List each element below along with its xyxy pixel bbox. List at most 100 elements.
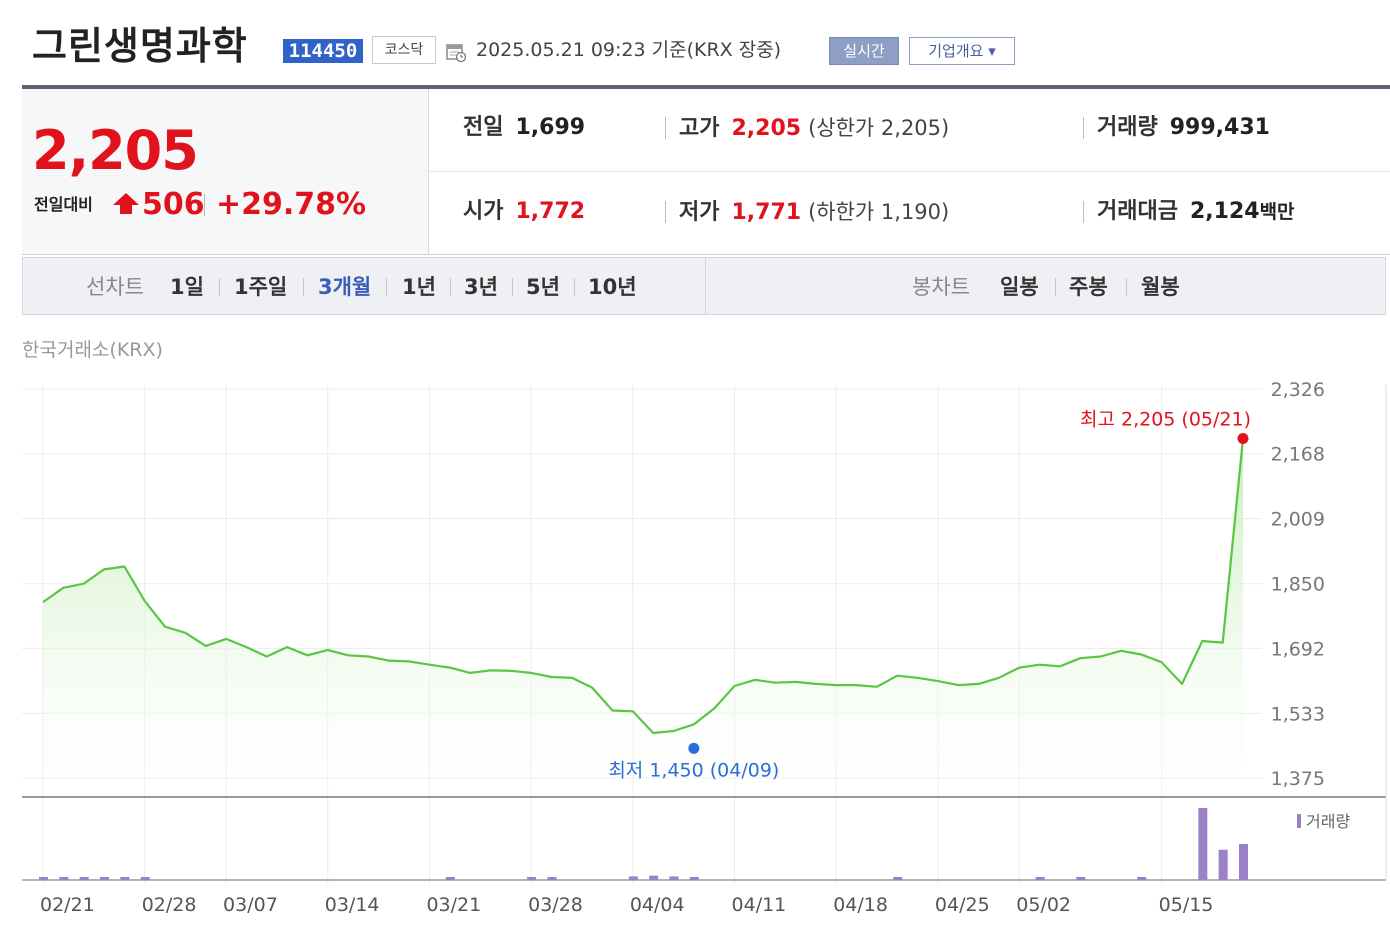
volume-bar xyxy=(79,877,89,880)
volume-legend-label: 거래량 xyxy=(1306,812,1350,831)
tab-1d[interactable]: 1일 xyxy=(170,275,204,299)
x-tick-label: 02/28 xyxy=(142,894,197,916)
divider xyxy=(429,171,1390,172)
volume-bar xyxy=(547,877,557,880)
market-badge: 코스닥 xyxy=(372,36,436,64)
divider xyxy=(1126,278,1127,296)
x-tick-label: 03/21 xyxy=(426,894,481,916)
volume-bar xyxy=(445,877,455,880)
stat-prev-close: 전일 1,699 xyxy=(463,115,586,140)
divider xyxy=(665,201,666,223)
x-tick-label: 04/04 xyxy=(630,894,685,916)
up-arrow-icon xyxy=(112,192,140,216)
divider xyxy=(574,278,575,296)
volume-bar xyxy=(59,877,69,880)
divider xyxy=(219,278,220,296)
divider xyxy=(303,278,304,296)
volume-bar xyxy=(1035,877,1045,880)
tab-1w[interactable]: 1주일 xyxy=(234,275,288,299)
change-label: 전일대비 xyxy=(34,195,93,214)
volume-bar xyxy=(39,877,48,880)
volume-bar xyxy=(649,875,659,880)
company-overview-dropdown[interactable]: 기업개요 ▾ xyxy=(909,37,1015,65)
volume-bar xyxy=(1076,877,1086,880)
period-tab-bar xyxy=(22,257,1386,315)
price-area-fill xyxy=(43,438,1243,796)
divider xyxy=(450,278,451,296)
volume-bar xyxy=(140,877,150,880)
stock-code-badge: 114450 xyxy=(283,39,363,63)
volume-bar xyxy=(527,877,537,880)
x-axis-labels: 02/21 02/28 03/07 03/14 03/21 03/28 04/04 04/11… xyxy=(40,894,1213,916)
low-annotation: 최저 1,450 (04/09) xyxy=(608,759,779,781)
volume-bar xyxy=(1137,877,1147,880)
x-tick-label: 03/07 xyxy=(223,894,278,916)
x-tick-label: 02/21 xyxy=(40,894,95,916)
high-marker xyxy=(1237,432,1249,444)
x-tick-label: 04/25 xyxy=(935,894,990,916)
volume-bar xyxy=(120,877,130,880)
tab-3y[interactable]: 3년 xyxy=(464,275,498,299)
x-tick-label: 04/11 xyxy=(732,894,787,916)
tab-monthly[interactable]: 월봉 xyxy=(1141,275,1180,299)
volume-bar xyxy=(1218,849,1228,880)
divider xyxy=(1055,278,1056,296)
y-tick-label: 2,326 xyxy=(1271,379,1325,401)
volume-bar xyxy=(1198,808,1208,880)
line-chart-label: 선차트 xyxy=(86,275,144,299)
x-tick-label: 03/14 xyxy=(325,894,380,916)
y-tick-label: 2,168 xyxy=(1271,444,1325,466)
divider xyxy=(1083,201,1084,223)
x-tick-label: 03/28 xyxy=(528,894,583,916)
volume-bar xyxy=(628,876,638,880)
volume-bar xyxy=(669,876,679,880)
divider xyxy=(705,257,706,315)
tab-1y[interactable]: 1년 xyxy=(402,275,436,299)
y-tick-label: 1,533 xyxy=(1271,703,1325,725)
y-tick-label: 2,009 xyxy=(1271,509,1325,531)
stat-low: 저가 1,771 (하한가 1,190) xyxy=(679,200,950,225)
high-annotation: 최고 2,205 (05/21) xyxy=(1080,408,1251,430)
y-tick-label: 1,850 xyxy=(1271,574,1325,596)
change-percent: +29.78% xyxy=(216,187,367,222)
calendar-icon xyxy=(446,42,467,63)
chart-grid xyxy=(22,385,1387,884)
tab-5y[interactable]: 5년 xyxy=(526,275,560,299)
tab-daily[interactable]: 일봉 xyxy=(1000,275,1039,299)
summary-top-border xyxy=(22,85,1390,89)
divider xyxy=(22,254,1390,255)
tab-3m[interactable]: 3개월 xyxy=(318,275,372,299)
x-tick-label: 05/15 xyxy=(1159,894,1214,916)
volume-bar xyxy=(100,877,110,880)
divider xyxy=(204,194,205,216)
stat-turnover: 거래대금 2,124백만 xyxy=(1097,199,1295,224)
stat-volume: 거래량 999,431 xyxy=(1097,115,1270,140)
stat-high: 고가 2,205 (상한가 2,205) xyxy=(679,116,950,141)
change-value: 506 xyxy=(142,187,205,222)
price-panel xyxy=(22,89,429,254)
y-axis-labels: 2,326 2,168 2,009 1,850 1,692 1,533 1,375 xyxy=(1271,379,1325,790)
x-tick-label: 04/18 xyxy=(833,894,888,916)
exchange-label: 한국거래소(KRX) xyxy=(22,339,163,361)
tab-weekly[interactable]: 주봉 xyxy=(1069,275,1108,299)
divider xyxy=(665,117,666,139)
current-price: 2,205 xyxy=(32,119,199,182)
volume-bar xyxy=(689,877,699,880)
price-line xyxy=(42,438,1245,735)
low-marker xyxy=(688,742,700,754)
chart-area-layer xyxy=(42,438,1245,796)
tab-10y[interactable]: 10년 xyxy=(588,275,637,299)
volume-bar xyxy=(893,877,903,880)
x-tick-label: 05/02 xyxy=(1016,894,1071,916)
divider xyxy=(512,278,513,296)
realtime-button[interactable]: 실시간 xyxy=(829,37,899,65)
stat-open: 시가 1,772 xyxy=(463,199,586,224)
volume-bars: 거래량 xyxy=(39,808,1350,880)
y-tick-label: 1,375 xyxy=(1271,768,1325,790)
y-tick-label: 1,692 xyxy=(1271,638,1325,660)
company-name: 그린생명과학 xyxy=(32,23,248,68)
chart-markers: 최고 2,205 (05/21) 최저 1,450 (04/09) xyxy=(608,408,1251,781)
candle-chart-label: 봉차트 xyxy=(912,275,970,299)
volume-legend-swatch xyxy=(1297,814,1301,828)
